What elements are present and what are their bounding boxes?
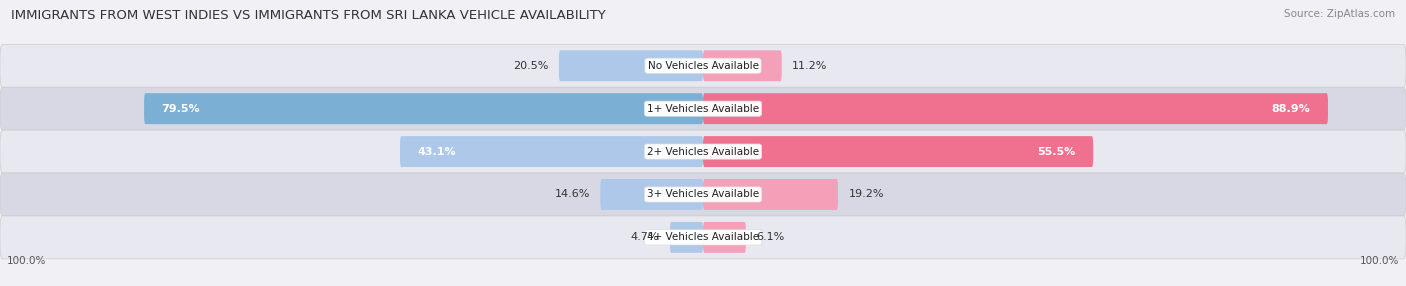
Text: 88.9%: 88.9%: [1271, 104, 1310, 114]
Text: IMMIGRANTS FROM WEST INDIES VS IMMIGRANTS FROM SRI LANKA VEHICLE AVAILABILITY: IMMIGRANTS FROM WEST INDIES VS IMMIGRANT…: [11, 9, 606, 21]
Text: 11.2%: 11.2%: [793, 61, 828, 71]
FancyBboxPatch shape: [703, 93, 1329, 124]
FancyBboxPatch shape: [0, 44, 1406, 87]
Text: 1+ Vehicles Available: 1+ Vehicles Available: [647, 104, 759, 114]
FancyBboxPatch shape: [703, 50, 782, 81]
FancyBboxPatch shape: [600, 179, 703, 210]
Text: Source: ZipAtlas.com: Source: ZipAtlas.com: [1284, 9, 1395, 19]
Text: 20.5%: 20.5%: [513, 61, 548, 71]
Text: 19.2%: 19.2%: [849, 190, 884, 199]
Text: 3+ Vehicles Available: 3+ Vehicles Available: [647, 190, 759, 199]
FancyBboxPatch shape: [145, 93, 703, 124]
Text: 100.0%: 100.0%: [7, 256, 46, 266]
FancyBboxPatch shape: [0, 87, 1406, 130]
Text: 100.0%: 100.0%: [1360, 256, 1399, 266]
Text: 79.5%: 79.5%: [162, 104, 200, 114]
Text: No Vehicles Available: No Vehicles Available: [648, 61, 758, 71]
FancyBboxPatch shape: [703, 136, 1094, 167]
FancyBboxPatch shape: [0, 173, 1406, 216]
FancyBboxPatch shape: [703, 179, 838, 210]
FancyBboxPatch shape: [703, 222, 747, 253]
FancyBboxPatch shape: [560, 50, 703, 81]
FancyBboxPatch shape: [401, 136, 703, 167]
Text: 14.6%: 14.6%: [554, 190, 591, 199]
Text: 6.1%: 6.1%: [756, 233, 785, 242]
FancyBboxPatch shape: [0, 130, 1406, 173]
Text: 4+ Vehicles Available: 4+ Vehicles Available: [647, 233, 759, 242]
Text: 4.7%: 4.7%: [631, 233, 659, 242]
Text: 43.1%: 43.1%: [418, 147, 456, 156]
Text: 55.5%: 55.5%: [1038, 147, 1076, 156]
FancyBboxPatch shape: [669, 222, 703, 253]
Text: 2+ Vehicles Available: 2+ Vehicles Available: [647, 147, 759, 156]
FancyBboxPatch shape: [0, 216, 1406, 259]
